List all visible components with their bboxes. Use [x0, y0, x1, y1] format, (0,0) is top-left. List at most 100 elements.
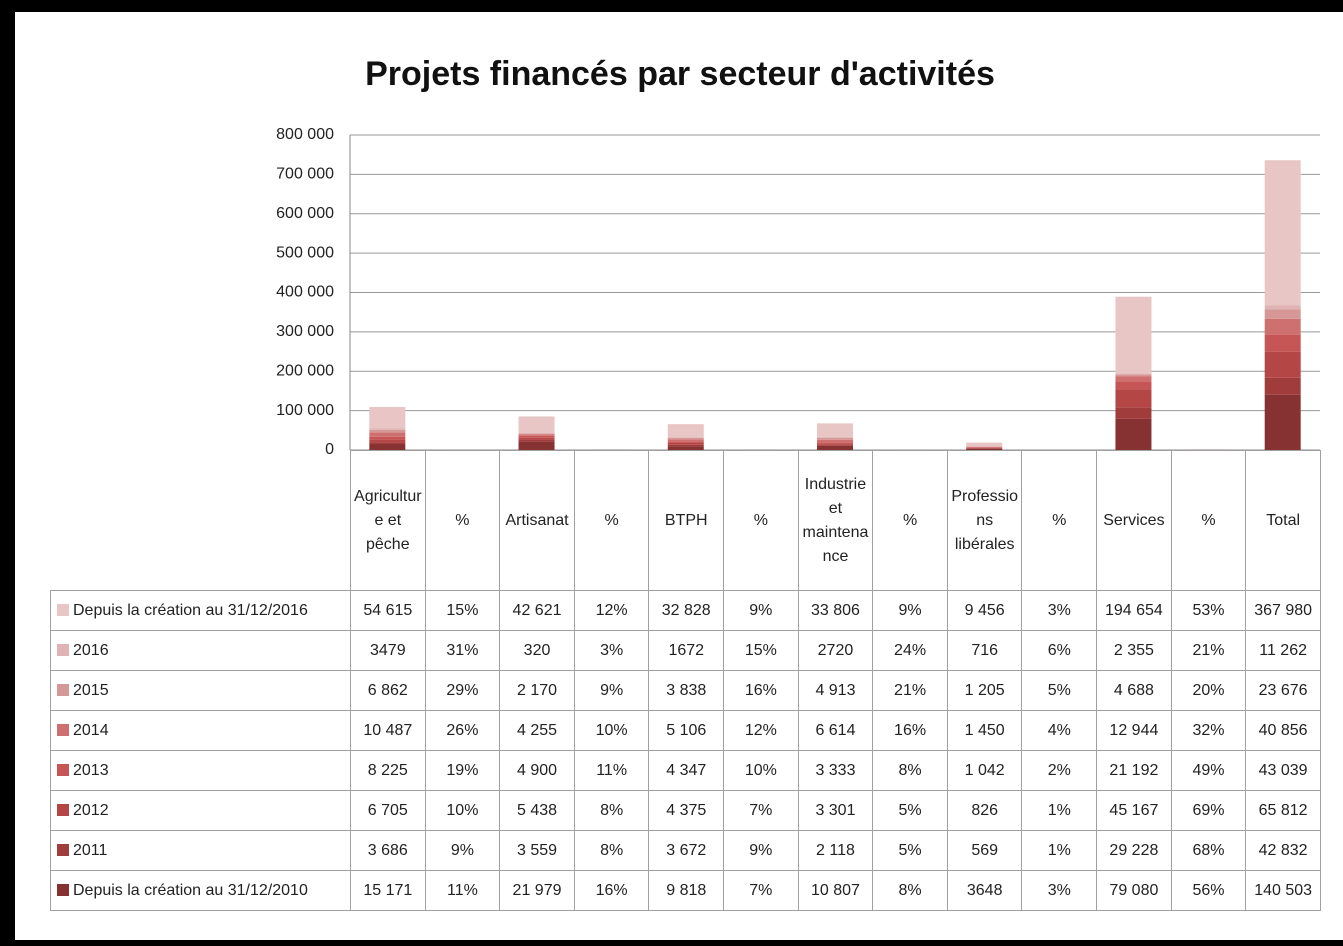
table-value: 24% [872, 630, 948, 671]
bar-segment [369, 439, 406, 443]
bar-segment [518, 434, 555, 436]
table-value: 12% [573, 590, 650, 631]
legend-swatch [57, 763, 69, 776]
bar-segment [1115, 381, 1152, 390]
bar-segment [518, 437, 555, 440]
table-value: 33 806 [797, 590, 874, 631]
corner-cell [50, 450, 351, 591]
table-value: 32% [1170, 710, 1247, 751]
table-value: 65 812 [1245, 790, 1321, 831]
y-tick-label: 400 000 [276, 284, 334, 301]
bar-segment [817, 444, 853, 446]
bar-segment [817, 436, 853, 438]
table-value: 42 621 [499, 590, 575, 631]
bar-segment [1115, 374, 1152, 377]
bar-segment [667, 441, 704, 443]
table-value: 15 171 [350, 870, 426, 911]
table-value: 6 614 [797, 710, 874, 751]
bar-segment [1264, 394, 1301, 450]
y-tick-label: 600 000 [276, 205, 334, 222]
category-label: % [723, 450, 799, 591]
table-value: 10% [573, 710, 650, 751]
bar-segment [369, 429, 406, 433]
chart-title: Projets financés par secteur d'activités [365, 55, 995, 93]
table-value: 4 375 [648, 790, 725, 831]
bar-segment [1264, 309, 1301, 319]
bar-segment [667, 437, 704, 440]
table-value: 3% [1021, 870, 1098, 911]
category-label: BTPH [648, 450, 725, 591]
table-value: 11 262 [1245, 630, 1321, 671]
table-value: 45 167 [1096, 790, 1172, 831]
table-value: 9% [573, 670, 650, 711]
table-value: 6 862 [350, 670, 426, 711]
category-label: Services [1096, 450, 1172, 591]
table-value: 3479 [350, 630, 426, 671]
table-value: 16% [872, 710, 948, 751]
bar-segment [817, 437, 853, 440]
bar-segment [817, 423, 853, 437]
bar-segment [667, 439, 704, 442]
table-value: 11% [573, 750, 650, 791]
table-value: 1672 [648, 630, 725, 671]
bar-segment [1115, 418, 1152, 450]
table-value: 5 106 [648, 710, 725, 751]
table-value: 11% [424, 870, 501, 911]
table-value: 32 828 [648, 590, 725, 631]
table-value: 79 080 [1096, 870, 1172, 911]
table-value: 1 205 [946, 670, 1023, 711]
row-header: 2014 [50, 710, 351, 751]
bar-segment [1115, 389, 1152, 408]
bar-segment [817, 439, 853, 443]
table-value: 367 980 [1245, 590, 1321, 631]
row-header: 2011 [50, 830, 351, 871]
data-table: Agriculture et pêche% Artisanat% BTPH% Indu… [50, 450, 1321, 911]
legend-label: Depuis la création au 31/12/2010 [73, 881, 308, 899]
bar-segment [817, 443, 853, 445]
bar-segment [369, 436, 406, 440]
bar-segment [1264, 318, 1301, 335]
table-value: 2% [1021, 750, 1098, 791]
legend-swatch [57, 803, 69, 816]
table-value: 53% [1170, 590, 1247, 631]
bar-segment [667, 446, 704, 450]
table-value: 23 676 [1245, 670, 1321, 711]
data-row: 2014 10 487 26% 4 255 10% 5 106 12% 6 614 16% 1 4… [50, 710, 1321, 751]
legend-label: Depuis la création au 31/12/2016 [73, 601, 308, 619]
table-value: 8 225 [350, 750, 426, 791]
bar-segment [966, 447, 1003, 448]
category-label: Industrie et maintenance [797, 450, 874, 591]
table-value: 54 615 [350, 590, 426, 631]
data-row: 2011 3 686 9% 3 559 8% 3 672 9% 2 118 5% 569 1% 29 … [50, 830, 1321, 871]
bar-segment [1115, 407, 1152, 419]
table-value: 2 118 [797, 830, 874, 871]
table-value: 320 [499, 630, 575, 671]
table-value: 43 039 [1245, 750, 1321, 791]
bar-segment [667, 444, 704, 447]
table-value: 4% [1021, 710, 1098, 751]
bar-segment [518, 441, 555, 450]
legend-label: 2013 [73, 761, 109, 779]
table-value: 8% [573, 790, 650, 831]
bar-segment [369, 432, 406, 437]
y-tick-label: 500 000 [276, 244, 334, 261]
legend-label: 2012 [73, 801, 109, 819]
table-value: 12 944 [1096, 710, 1172, 751]
legend-swatch [57, 643, 69, 656]
header-row: Agriculture et pêche% Artisanat% BTPH% Indu… [50, 450, 1321, 591]
table-value: 2 170 [499, 670, 575, 711]
table-value: 56% [1170, 870, 1247, 911]
category-label: % [1170, 450, 1247, 591]
table-value: 9% [424, 830, 501, 871]
table-value: 29% [424, 670, 501, 711]
legend-swatch [57, 843, 69, 856]
table-value: 4 688 [1096, 670, 1172, 711]
legend-swatch [57, 683, 69, 696]
table-value: 10% [424, 790, 501, 831]
legend-label: 2014 [73, 721, 109, 739]
table-value: 19% [424, 750, 501, 791]
table-value: 3 333 [797, 750, 874, 791]
category-label: Professions libérales [946, 450, 1023, 591]
bar-segment [518, 416, 555, 434]
row-header: 2013 [50, 750, 351, 791]
